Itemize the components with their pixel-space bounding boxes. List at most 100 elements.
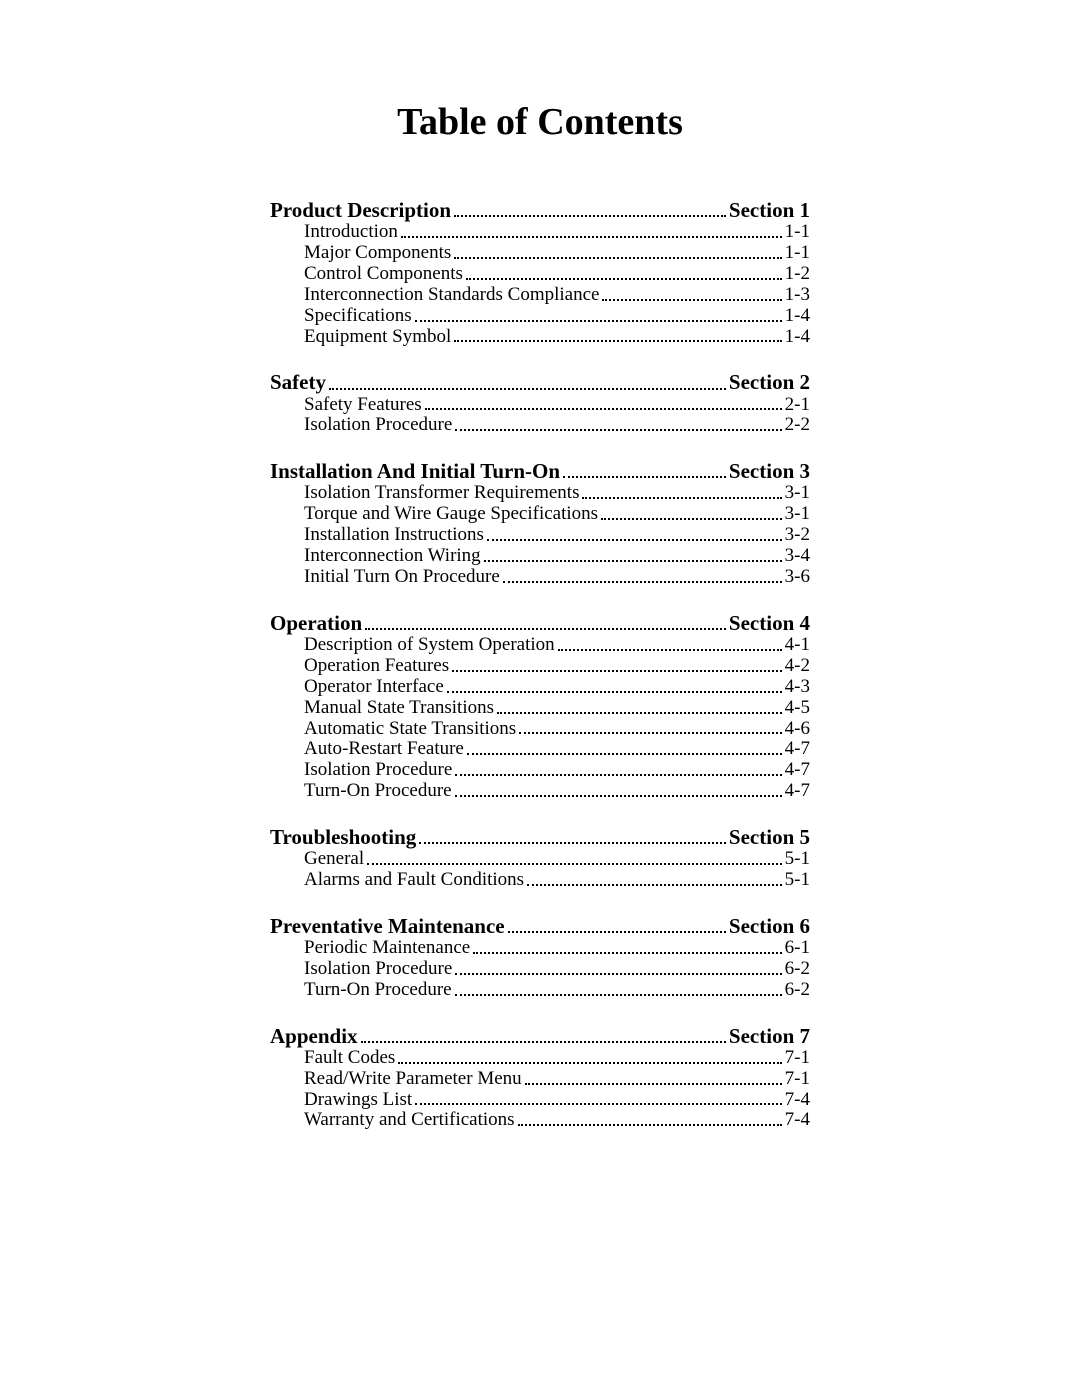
table-of-contents: Product DescriptionSection 1Introduction… (270, 199, 810, 1131)
toc-section: OperationSection 4Description of System … (270, 612, 810, 802)
dot-leader (367, 863, 782, 865)
toc-entry-page: 6-2 (785, 980, 810, 1001)
toc-entry-label: Manual State Transitions (304, 698, 494, 719)
dot-leader (519, 732, 781, 734)
dot-leader (455, 795, 782, 797)
toc-section: AppendixSection 7Fault Codes7-1Read/Writ… (270, 1025, 810, 1132)
dot-leader (518, 1124, 782, 1126)
toc-entry-label: Control Components (304, 264, 463, 285)
toc-entry: Periodic Maintenance6-1 (270, 938, 810, 959)
toc-entry-label: Auto-Restart Feature (304, 739, 464, 760)
toc-entry-label: Isolation Procedure (304, 959, 452, 980)
toc-entry-page: 4-2 (785, 656, 810, 677)
toc-entry-label: Torque and Wire Gauge Specifications (304, 504, 598, 525)
toc-section-label: Preventative Maintenance (270, 915, 505, 938)
toc-entry-page: 3-6 (785, 567, 810, 588)
dot-leader (455, 774, 781, 776)
toc-entry-label: Periodic Maintenance (304, 938, 470, 959)
toc-section-page: Section 7 (729, 1025, 810, 1048)
toc-entry-label: General (304, 849, 364, 870)
toc-entry-label: Installation Instructions (304, 525, 484, 546)
toc-section: Preventative MaintenanceSection 6Periodi… (270, 915, 810, 1001)
toc-entry: Operator Interface4-3 (270, 677, 810, 698)
dot-leader (329, 388, 726, 390)
toc-entry-label: Interconnection Standards Compliance (304, 285, 599, 306)
toc-section-heading: Product DescriptionSection 1 (270, 199, 810, 222)
dot-leader (558, 649, 782, 651)
toc-entry-page: 4-1 (785, 635, 810, 656)
dot-leader (484, 560, 782, 562)
dot-leader (415, 320, 782, 322)
toc-section-label: Operation (270, 612, 362, 635)
toc-entry-page: 4-7 (785, 760, 810, 781)
toc-entry-label: Specifications (304, 306, 412, 327)
toc-section-page: Section 3 (729, 460, 810, 483)
toc-entry: Operation Features 4-2 (270, 656, 810, 677)
toc-entry: Description of System Operation 4-1 (270, 635, 810, 656)
dot-leader (467, 753, 782, 755)
dot-leader (503, 581, 782, 583)
toc-entry: General5-1 (270, 849, 810, 870)
toc-entry-page: 7-1 (785, 1048, 810, 1069)
toc-entry-page: 1-1 (785, 243, 810, 264)
dot-leader (398, 1062, 781, 1064)
toc-entry: Safety Features2-1 (270, 395, 810, 416)
toc-entry-label: Interconnection Wiring (304, 546, 481, 567)
toc-entry: Initial Turn On Procedure3-6 (270, 567, 810, 588)
toc-entry-label: Turn-On Procedure (304, 781, 452, 802)
toc-entry: Manual State Transitions4-5 (270, 698, 810, 719)
toc-entry: Auto-Restart Feature 4-7 (270, 739, 810, 760)
toc-entry-label: Description of System Operation (304, 635, 555, 656)
toc-entry-page: 1-1 (785, 222, 810, 243)
toc-entry-label: Fault Codes (304, 1048, 395, 1069)
toc-section: Product DescriptionSection 1Introduction… (270, 199, 810, 347)
toc-entry-page: 1-2 (785, 264, 810, 285)
dot-leader (419, 842, 726, 844)
dot-leader (601, 518, 782, 520)
toc-section-page: Section 4 (729, 612, 810, 635)
toc-entry-page: 7-4 (785, 1090, 810, 1111)
dot-leader (525, 1083, 782, 1085)
toc-entry-page: 7-4 (785, 1110, 810, 1131)
toc-section-label: Installation And Initial Turn-On (270, 460, 560, 483)
toc-section-label: Safety (270, 371, 326, 394)
toc-entry: Read/Write Parameter Menu7-1 (270, 1069, 810, 1090)
toc-entry: Introduction 1-1 (270, 222, 810, 243)
toc-entry-page: 2-2 (785, 415, 810, 436)
toc-section: Safety Section 2Safety Features2-1Isolati… (270, 371, 810, 436)
toc-entry-page: 1-3 (785, 285, 810, 306)
toc-entry-label: Isolation Procedure (304, 415, 452, 436)
toc-entry-label: Equipment Symbol (304, 327, 451, 348)
toc-entry-page: 1-4 (785, 306, 810, 327)
toc-section-page: Section 1 (729, 199, 810, 222)
toc-section: Installation And Initial Turn-On Section … (270, 460, 810, 588)
toc-entry-page: 4-7 (785, 781, 810, 802)
toc-entry-page: 2-1 (785, 395, 810, 416)
dot-leader (447, 691, 782, 693)
toc-entry-page: 3-4 (785, 546, 810, 567)
toc-section-page: Section 2 (729, 371, 810, 394)
dot-leader (455, 429, 781, 431)
toc-entry-label: Operation Features (304, 656, 449, 677)
toc-section-heading: Operation Section 4 (270, 612, 810, 635)
toc-section-heading: Safety Section 2 (270, 371, 810, 394)
dot-leader (563, 476, 726, 478)
dot-leader (401, 236, 782, 238)
toc-entry-label: Drawings List (304, 1090, 412, 1111)
dot-leader (602, 299, 781, 301)
toc-section-page: Section 5 (729, 826, 810, 849)
toc-entry-label: Introduction (304, 222, 398, 243)
dot-leader (582, 497, 781, 499)
toc-entry: Isolation Procedure4-7 (270, 760, 810, 781)
toc-entry-page: 6-2 (785, 959, 810, 980)
toc-entry-page: 1-4 (785, 327, 810, 348)
toc-entry: Interconnection Wiring 3-4 (270, 546, 810, 567)
toc-entry: Isolation Procedure 6-2 (270, 959, 810, 980)
dot-leader (508, 931, 726, 933)
toc-section-heading: TroubleshootingSection 5 (270, 826, 810, 849)
page-title: Table of Contents (120, 100, 960, 144)
toc-entry-page: 4-7 (785, 739, 810, 760)
dot-leader (454, 340, 781, 342)
toc-entry-label: Read/Write Parameter Menu (304, 1069, 522, 1090)
dot-leader (425, 408, 782, 410)
